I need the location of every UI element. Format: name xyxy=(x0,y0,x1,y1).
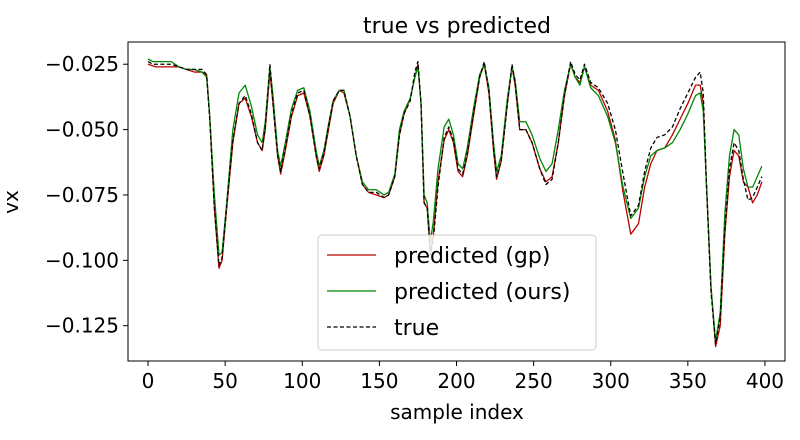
x-tick-label: 100 xyxy=(283,369,321,393)
x-tick-label: 300 xyxy=(592,369,630,393)
series-layer xyxy=(147,58,763,348)
y-tick-label: −0.050 xyxy=(45,118,119,142)
legend-label-1: predicted (ours) xyxy=(394,280,570,305)
x-tick-label: 400 xyxy=(746,369,784,393)
legend: predicted (gp) predicted (ours) true xyxy=(317,234,597,351)
y-tick-label: −0.125 xyxy=(45,314,119,338)
y-tick-label: −0.075 xyxy=(45,183,119,207)
x-tick-label: 250 xyxy=(515,369,553,393)
series-line-2 xyxy=(147,60,763,345)
y-axis-title: vx xyxy=(0,190,23,214)
x-tick-label: 150 xyxy=(360,369,398,393)
y-tick-label: −0.100 xyxy=(45,248,119,272)
legend-box xyxy=(317,234,597,351)
x-tick-label: 50 xyxy=(212,369,237,393)
x-tick-label: 200 xyxy=(437,369,475,393)
x-tick-label: 350 xyxy=(669,369,707,393)
chart-title: true vs predicted xyxy=(363,14,551,39)
legend-label-2: true xyxy=(394,316,439,341)
axes-layer: 0 50 100 150 200 250 300 350 400 −0.025 −0.050 −0.0… xyxy=(45,52,784,393)
y-tick-label: −0.025 xyxy=(45,52,119,76)
x-axis-title: sample index xyxy=(390,400,524,424)
series-line-1 xyxy=(147,58,763,343)
legend-label-0: predicted (gp) xyxy=(394,244,550,269)
x-tick-label: 0 xyxy=(142,369,155,393)
